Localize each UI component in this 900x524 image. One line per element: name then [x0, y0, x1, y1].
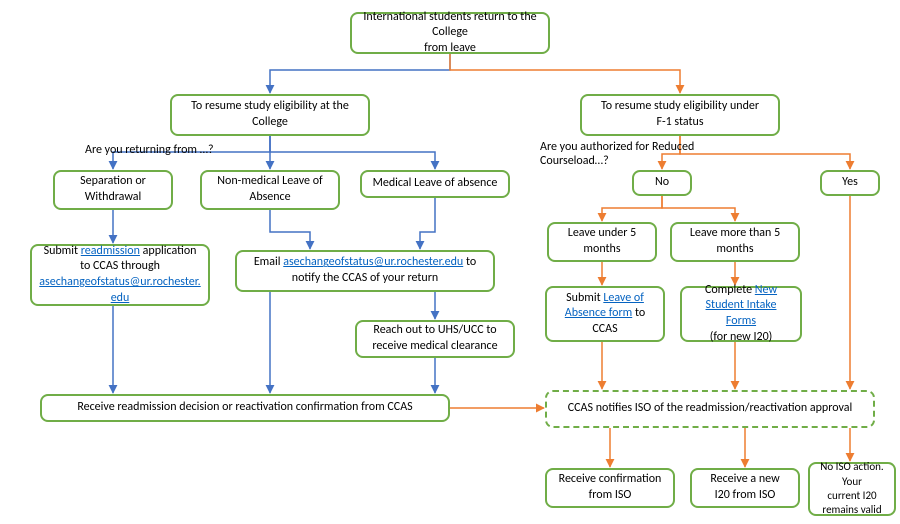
- node-no: No: [632, 170, 692, 196]
- node-intake-forms: Complete NewStudent Intake Forms (for ne…: [680, 286, 802, 342]
- node-over-5: Leave more than 5months: [670, 222, 800, 262]
- label: To resume study eligibility at theColleg…: [191, 99, 349, 130]
- node-no-action: No ISO action. Yourcurrent I20 remains v…: [808, 462, 896, 516]
- node-root: International students return to the Col…: [350, 12, 550, 54]
- label: Non-medical Leave ofAbsence: [217, 174, 322, 205]
- node-receive-decision: Receive readmission decision or reactiva…: [40, 394, 450, 422]
- node-resume-f1: To resume study eligibility underF-1 sta…: [580, 94, 780, 136]
- label: No ISO action. Yourcurrent I20 remains v…: [820, 460, 884, 517]
- node-conf-iso: Receive confirmationfrom ISO: [545, 468, 675, 508]
- label: Email asechangeofstatus@ur.rochester.edu…: [247, 255, 483, 286]
- node-yes: Yes: [820, 170, 880, 196]
- node-nonmedical-leave: Non-medical Leave ofAbsence: [200, 170, 340, 210]
- label: Complete NewStudent Intake Forms (for ne…: [692, 283, 790, 345]
- label: Receive a newI20 from ISO: [710, 472, 779, 503]
- node-email-ccas: Email asechangeofstatus@ur.rochester.edu…: [235, 250, 495, 292]
- node-under-5: Leave under 5months: [547, 222, 657, 262]
- label: Submit readmission application to CCAS t…: [39, 244, 200, 306]
- node-submit-readmission: Submit readmission application to CCAS t…: [30, 244, 210, 306]
- label: Reach out to UHS/UCC toreceive medical c…: [372, 323, 497, 354]
- node-medical-leave: Medical Leave of absence: [360, 170, 510, 198]
- node-leave-form: Submit Leave ofAbsence form to CCAS: [545, 286, 665, 342]
- label: International students return to the Col…: [362, 10, 538, 57]
- label: No: [655, 175, 669, 191]
- label: Receive readmission decision or reactiva…: [77, 400, 412, 416]
- label: Submit Leave ofAbsence form to CCAS: [557, 291, 653, 338]
- label: Separation orWithdrawal: [80, 174, 146, 205]
- label: Receive confirmationfrom ISO: [559, 472, 662, 503]
- node-separation-withdrawal: Separation orWithdrawal: [53, 170, 173, 210]
- node-uhs: Reach out to UHS/UCC toreceive medical c…: [355, 320, 515, 358]
- readmission-link[interactable]: readmission: [81, 244, 140, 258]
- node-resume-college: To resume study eligibility at theColleg…: [170, 94, 370, 136]
- label: Yes: [842, 175, 858, 191]
- label: Leave under 5months: [568, 226, 636, 257]
- question-reduced-courseload: Are you authorized for ReducedCourseload…: [540, 140, 694, 169]
- label: CCAS notifies ISO of the readmission/rea…: [568, 401, 853, 417]
- email-link[interactable]: asechangeofstatus@ur.rochester.edu: [39, 275, 200, 305]
- label: To resume study eligibility underF-1 sta…: [601, 99, 759, 130]
- email-link[interactable]: asechangeofstatus@ur.rochester.edu: [283, 255, 463, 269]
- node-new-i20: Receive a newI20 from ISO: [690, 468, 800, 508]
- question-return-from: Are you returning from …?: [85, 143, 214, 157]
- node-ccas-notify: CCAS notifies ISO of the readmission/rea…: [545, 390, 875, 428]
- label: Medical Leave of absence: [373, 176, 498, 192]
- label: Leave more than 5months: [690, 226, 780, 257]
